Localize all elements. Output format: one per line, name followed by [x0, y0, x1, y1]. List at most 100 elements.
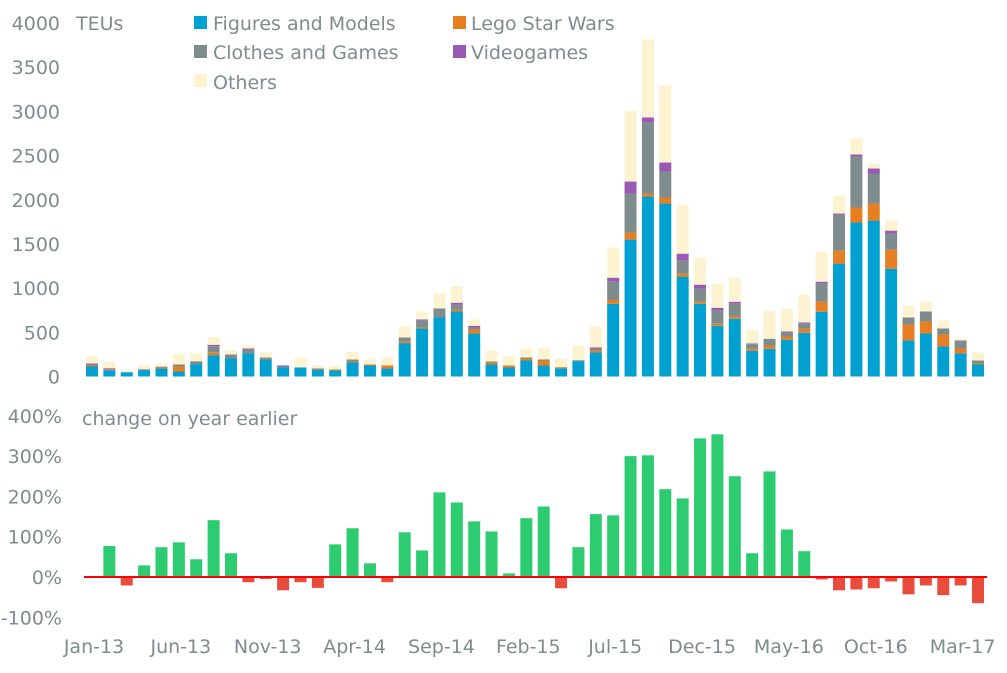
bar-segment-figures-and-models — [780, 339, 793, 377]
bar-segment-figures-and-models — [103, 370, 116, 377]
bar-segment-lego-star-wars — [867, 203, 880, 221]
stacked-bar-feb-17 — [937, 320, 950, 377]
bar-segment-figures-and-models — [537, 365, 550, 377]
yoy-bar-aug-14 — [416, 550, 429, 577]
bar-segment-others — [537, 347, 550, 360]
bar-segment-figures-and-models — [416, 328, 429, 377]
stacked-bar-jan-17 — [919, 301, 932, 377]
top-y-tick-label: 2500 — [12, 146, 60, 168]
bar-segment-videogames — [207, 344, 220, 347]
bar-segment-others — [155, 363, 168, 367]
x-tick-label: Jun-13 — [149, 636, 211, 658]
yoy-bar-oct-16 — [867, 577, 880, 589]
bar-segment-clothes-and-games — [468, 327, 481, 330]
bar-segment-clothes-and-games — [450, 304, 463, 310]
stacked-bar-mar-17 — [954, 338, 967, 377]
bottom-y-tick-label: 300% — [8, 446, 62, 468]
bar-segment-videogames — [815, 281, 828, 284]
bar-segment-others — [555, 358, 568, 368]
bar-segment-lego-star-wars — [694, 301, 707, 304]
x-tick-label: Apr-14 — [323, 636, 386, 658]
x-tick-label: Sep-14 — [408, 636, 475, 658]
bar-segment-others — [850, 138, 863, 155]
stacked-bar-feb-15 — [520, 348, 533, 377]
yoy-bar-dec-15 — [694, 438, 707, 577]
x-tick-label: Nov-13 — [234, 636, 302, 658]
bar-segment-others — [659, 85, 672, 163]
bar-segment-others — [676, 204, 689, 254]
bar-segment-figures-and-models — [329, 370, 342, 377]
bar-segment-clothes-and-games — [433, 308, 446, 318]
bar-segment-others — [711, 283, 724, 308]
bar-segment-others — [815, 251, 828, 282]
bar-segment-figures-and-models — [711, 325, 724, 377]
stacked-bar-sep-15 — [641, 39, 654, 377]
bar-segment-others — [919, 301, 932, 312]
bar-segment-clothes-and-games — [815, 283, 828, 302]
bar-segment-lego-star-wars — [711, 323, 724, 326]
bottom-y-tick-label: 200% — [8, 486, 62, 508]
top-stacked-bars — [86, 39, 984, 377]
bar-segment-figures-and-models — [485, 364, 498, 377]
bar-segment-lego-star-wars — [659, 197, 672, 204]
legend-item-videogames: Videogames — [453, 42, 588, 64]
bar-segment-others — [86, 356, 98, 364]
yoy-bar-jul-13 — [190, 559, 203, 577]
top-y-tick-label: 4000 — [12, 13, 60, 35]
stacked-bar-mar-14 — [329, 366, 342, 377]
yoy-bar-feb-15 — [520, 518, 533, 577]
stacked-bar-jul-13 — [190, 353, 203, 377]
bar-segment-lego-star-wars — [902, 324, 915, 341]
bar-segment-videogames — [277, 365, 290, 367]
bar-segment-others — [381, 357, 394, 366]
top-y-tick-label: 0 — [48, 367, 60, 389]
bar-segment-clothes-and-games — [763, 338, 776, 346]
yoy-bar-mar-16 — [746, 553, 759, 577]
bar-segment-others — [138, 365, 151, 370]
stacked-bar-aug-13 — [207, 336, 220, 377]
bar-segment-others — [311, 365, 324, 369]
bottom-y-tick-label: 0% — [32, 567, 62, 589]
stacked-bar-jun-14 — [381, 357, 394, 377]
stacked-bar-mar-15 — [537, 347, 550, 377]
yoy-bar-oct-15 — [659, 489, 672, 577]
bar-segment-figures-and-models — [468, 333, 481, 377]
bar-segment-figures-and-models — [155, 368, 168, 377]
bar-segment-lego-star-wars — [589, 350, 602, 353]
bar-segment-videogames — [416, 319, 429, 321]
yoy-bar-may-14 — [363, 563, 376, 577]
bar-segment-others — [468, 319, 481, 326]
bar-segment-figures-and-models — [224, 358, 237, 377]
bar-segment-figures-and-models — [346, 362, 359, 377]
top-y-tick-label: 1000 — [12, 278, 60, 300]
bar-segment-others — [346, 351, 359, 360]
bar-segment-clothes-and-games — [537, 359, 550, 361]
bar-segment-clothes-and-games — [641, 122, 654, 194]
stacked-bar-jan-14 — [294, 358, 307, 377]
stacked-bar-oct-14 — [450, 286, 463, 377]
top-y-tick-label: 3000 — [12, 101, 60, 123]
yoy-bar-oct-14 — [450, 502, 463, 577]
bar-segment-clothes-and-games — [398, 337, 411, 342]
x-tick-label: May-16 — [754, 636, 824, 658]
bar-segment-others — [937, 320, 950, 329]
yoy-bar-jan-16 — [711, 434, 724, 577]
bar-segment-videogames — [103, 368, 116, 370]
stacked-bar-apr-16 — [763, 310, 776, 377]
stacked-bar-sep-14 — [433, 293, 446, 377]
bar-segment-figures-and-models — [919, 333, 932, 377]
bar-segment-others — [641, 39, 654, 118]
legend-label-videogames: Videogames — [471, 42, 588, 64]
bar-segment-lego-star-wars — [172, 366, 185, 372]
stacked-bar-apr-14 — [346, 351, 359, 377]
bar-segment-clothes-and-games — [589, 348, 602, 351]
yoy-bar-jun-13 — [172, 542, 185, 577]
bar-segment-lego-star-wars — [485, 362, 498, 365]
bar-segment-lego-star-wars — [468, 329, 481, 334]
bar-segment-figures-and-models — [450, 311, 463, 377]
legend-swatch-figures-and-models — [194, 16, 207, 29]
bar-segment-lego-star-wars — [520, 358, 533, 361]
bar-segment-clothes-and-games — [867, 173, 880, 204]
bar-segment-clothes-and-games — [155, 366, 168, 368]
bar-segment-lego-star-wars — [259, 358, 272, 360]
